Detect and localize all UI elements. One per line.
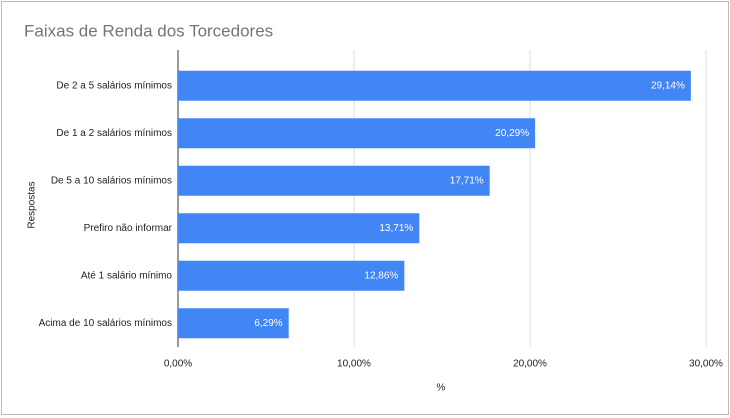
y-tick-label: De 1 a 2 salários mínimos [56,128,172,139]
y-tick-label: Acima de 10 salários mínimos [39,318,172,329]
x-tick-label: 30,00% [689,359,723,370]
y-tick-label: De 2 a 5 salários mínimos [56,80,172,91]
x-axis-label: % [437,383,446,394]
bar [178,165,490,196]
y-axis-label: Respostas [27,181,38,228]
chart-title: Faixas de Renda dos Torcedores [24,21,273,40]
data-label: 20,29% [495,128,529,139]
data-label: 13,71% [379,223,413,234]
bar [178,70,691,101]
x-tick-label: 0,00% [164,359,192,370]
x-tick-label: 10,00% [337,359,371,370]
bar [178,118,536,149]
data-label: 17,71% [450,175,484,186]
data-label: 6,29% [254,318,282,329]
y-tick-label: Prefiro não informar [84,223,173,234]
bar [178,308,289,339]
data-label: 29,14% [651,80,685,91]
y-tick-label: Até 1 salário mínimo [81,270,173,281]
y-tick-label: De 5 a 10 salários mínimos [51,175,172,186]
bar [178,260,405,291]
data-label: 12,86% [364,270,398,281]
x-tick-label: 20,00% [513,359,547,370]
bar [178,213,420,244]
